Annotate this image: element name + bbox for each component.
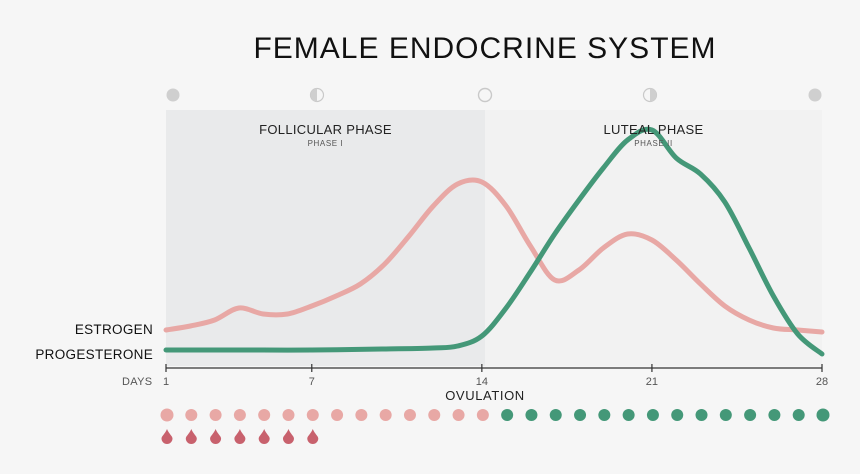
day-dot (209, 409, 222, 421)
progesterone-label: PROGESTERONE (35, 347, 153, 362)
blood-drop-icon (258, 429, 270, 444)
follicular-phase-label: FOLLICULAR PHASE (259, 122, 392, 137)
day-dot (744, 409, 757, 421)
day-dot (501, 409, 514, 421)
blood-drop-icon (234, 429, 246, 444)
day-dot (574, 409, 587, 421)
blood-drop-icon (307, 429, 319, 444)
luteal-phase-band (485, 110, 822, 366)
first-quarter-moon-icon (309, 87, 325, 103)
x-tick-label: 1 (162, 376, 170, 388)
day-dot (185, 409, 198, 421)
day-dot (355, 409, 368, 421)
luteal-phase-subtitle: PHASE II (634, 139, 673, 148)
day-dot (452, 409, 465, 421)
luteal-phase-label: LUTEAL PHASE (603, 122, 704, 137)
day-dot (160, 408, 174, 422)
day-dot (233, 409, 246, 421)
blood-drop-icon (185, 429, 197, 444)
x-tick-label: 28 (815, 376, 829, 388)
day-dot (671, 409, 684, 421)
follicular-phase-subtitle: PHASE I (307, 139, 344, 148)
new-moon-icon (808, 88, 822, 102)
blood-drop-icon (161, 429, 173, 444)
day-dot (476, 409, 489, 421)
follicular-phase-band (166, 110, 485, 366)
full-moon-icon (477, 87, 493, 103)
estrogen-label: ESTROGEN (74, 322, 153, 337)
cycle-day-dots (160, 408, 830, 444)
x-axis-ticks (165, 364, 823, 372)
blood-drop-icon (210, 429, 222, 444)
progesterone-curve (163, 126, 825, 357)
days-axis-label: DAYS (122, 376, 153, 388)
blood-drop-icon (282, 429, 294, 444)
day-dot (719, 409, 732, 421)
day-dot (379, 409, 392, 421)
x-tick-label: 21 (645, 376, 659, 388)
day-dot (622, 409, 635, 421)
day-dot (403, 409, 416, 421)
x-tick-label: 7 (308, 376, 315, 388)
last-quarter-moon-icon (642, 87, 658, 103)
day-dot (282, 409, 295, 421)
day-dot (792, 409, 805, 421)
x-tick-label: 14 (475, 376, 488, 388)
day-dot (695, 409, 708, 421)
ovulation-label: OVULATION (445, 388, 525, 403)
hormone-curves (163, 126, 825, 357)
moon-phase-row (166, 87, 822, 103)
day-dot (768, 409, 781, 421)
day-dot (306, 409, 319, 421)
day-dot (525, 409, 538, 421)
day-dot (816, 408, 830, 422)
day-dot (258, 409, 271, 421)
day-dot (428, 409, 441, 421)
page-title: FEMALE ENDOCRINE SYSTEM (253, 32, 717, 65)
day-dot (646, 409, 659, 421)
day-dot (549, 409, 562, 421)
day-dot (598, 409, 611, 421)
new-moon-icon (166, 88, 180, 102)
estrogen-curve (163, 177, 825, 335)
day-dot (331, 409, 344, 421)
